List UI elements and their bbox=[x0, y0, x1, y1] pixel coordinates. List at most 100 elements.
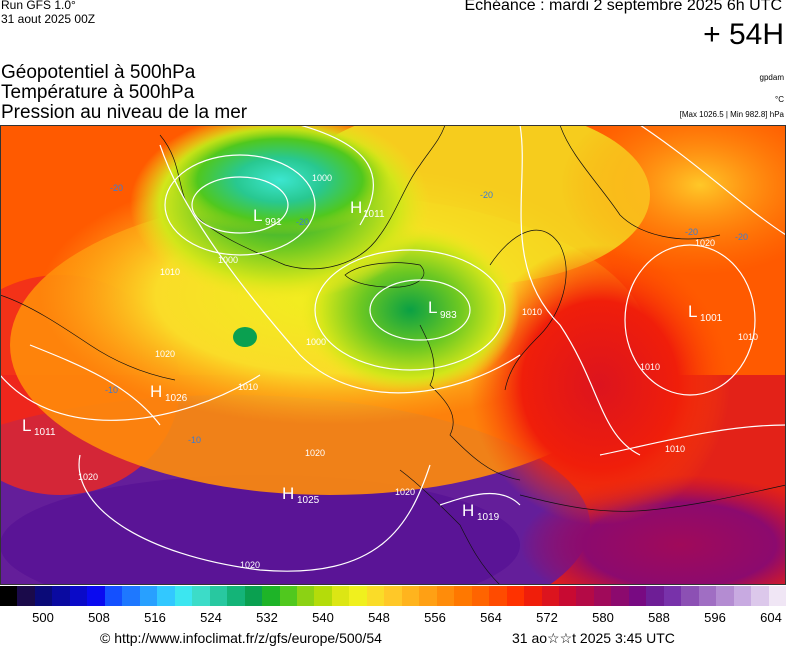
temp-label: -20 bbox=[480, 190, 493, 200]
low-center-value: 1001 bbox=[700, 313, 723, 324]
scale-swatch bbox=[122, 586, 140, 606]
unit-temp: °C bbox=[775, 95, 784, 104]
scale-label: 580 bbox=[592, 610, 614, 625]
scale-swatch bbox=[174, 586, 193, 606]
lead-time: + 54H bbox=[703, 18, 784, 51]
high-center-value: 1019 bbox=[477, 512, 500, 523]
scale-swatch bbox=[366, 586, 385, 606]
scale-swatch bbox=[87, 586, 105, 606]
scale-swatch bbox=[0, 586, 18, 606]
low-center-value: 983 bbox=[440, 310, 457, 321]
low-center-letter: L bbox=[22, 416, 31, 435]
scale-label: 572 bbox=[536, 610, 558, 625]
field-teal-greenland bbox=[170, 125, 390, 235]
scale-swatch bbox=[436, 586, 455, 606]
scale-swatch bbox=[401, 586, 420, 606]
scale-label: 548 bbox=[368, 610, 390, 625]
scale-swatch bbox=[384, 586, 402, 606]
generated-date: 31 ao☆☆t 2025 3:45 UTC bbox=[512, 630, 675, 646]
scale-swatch bbox=[663, 586, 682, 606]
unit-geopot: gpdam bbox=[759, 73, 784, 82]
high-center-letter: H bbox=[350, 198, 362, 217]
unit-pressure: [Max 1026.5 | Min 982.8] hPa bbox=[679, 110, 784, 119]
field-green-blob bbox=[233, 327, 257, 347]
scale-swatch bbox=[524, 586, 542, 606]
forecast-map: 1000 1000 1010 1010 1020 1020 1020 1020 … bbox=[0, 125, 786, 585]
low-center-letter: L bbox=[253, 206, 262, 225]
scale-label: 596 bbox=[704, 610, 726, 625]
low-center-letter: L bbox=[428, 298, 437, 317]
scale-swatch bbox=[227, 586, 245, 606]
run-label: Run GFS 1.0° bbox=[1, 0, 76, 12]
high-center-value: 1026 bbox=[165, 393, 188, 404]
scale-swatch bbox=[576, 586, 594, 606]
temp-label: -20 bbox=[735, 232, 748, 242]
scale-swatch bbox=[192, 586, 210, 606]
scale-label: 508 bbox=[88, 610, 110, 625]
isobar-label: 1010 bbox=[640, 362, 660, 372]
low-center-letter: L bbox=[688, 302, 697, 321]
scale-swatch bbox=[716, 586, 734, 606]
echeance-label: Echéance : mardi 2 septembre 2025 6h UTC bbox=[464, 0, 783, 14]
scale-label: 604 bbox=[760, 610, 782, 625]
title-temperature: Température à 500hPa bbox=[1, 82, 195, 103]
field-red-east bbox=[470, 245, 730, 525]
scale-label: 540 bbox=[312, 610, 334, 625]
scale-swatch bbox=[698, 586, 717, 606]
temp-label: -10 bbox=[188, 435, 201, 445]
scale-label: 564 bbox=[480, 610, 502, 625]
scale-swatch bbox=[349, 586, 367, 606]
scale-swatch bbox=[733, 586, 752, 606]
isobar-label: 1020 bbox=[240, 560, 260, 570]
scale-label: 556 bbox=[424, 610, 446, 625]
title-geopotential: Géopotentiel à 500hPa bbox=[1, 62, 196, 83]
isobar-label: 1020 bbox=[305, 448, 325, 458]
scale-swatch bbox=[681, 586, 699, 606]
scale-label: 516 bbox=[144, 610, 166, 625]
isobar-label: 1010 bbox=[238, 382, 258, 392]
scale-swatch bbox=[559, 586, 577, 606]
scale-swatch bbox=[244, 586, 263, 606]
high-center-letter: H bbox=[150, 382, 162, 401]
scale-swatch bbox=[139, 586, 158, 606]
scale-label: 524 bbox=[200, 610, 222, 625]
temp-label: -10 bbox=[105, 385, 118, 395]
high-center-letter: H bbox=[462, 501, 474, 520]
scale-swatch bbox=[751, 586, 769, 606]
temp-label: -20 bbox=[685, 227, 698, 237]
isobar-label: 1010 bbox=[160, 267, 180, 277]
scale-swatch bbox=[17, 586, 35, 606]
color-scale-bar bbox=[0, 586, 786, 606]
pressure-centers: L 991 H 1011 L 983 L 1001 H 1026 L 1011 … bbox=[22, 198, 723, 523]
isobar-label: 1020 bbox=[78, 472, 98, 482]
scale-label: 500 bbox=[32, 610, 54, 625]
scale-swatch bbox=[506, 586, 525, 606]
temp-label: -20 bbox=[296, 217, 309, 227]
isobar-label: 1020 bbox=[695, 238, 715, 248]
low-center-value: 1011 bbox=[34, 427, 56, 438]
scale-swatch bbox=[331, 586, 350, 606]
field-purple-southwest-core bbox=[0, 475, 520, 585]
scale-swatch bbox=[69, 586, 88, 606]
scale-swatch bbox=[262, 586, 280, 606]
scale-swatch bbox=[34, 586, 53, 606]
high-center-value: 1011 bbox=[363, 209, 385, 220]
scale-swatch bbox=[296, 586, 315, 606]
temp-label: -20 bbox=[110, 183, 123, 193]
isobar-label: 1020 bbox=[155, 349, 175, 359]
isobar-label: 1010 bbox=[665, 444, 685, 454]
scale-swatch bbox=[768, 586, 786, 606]
scale-swatch bbox=[209, 586, 228, 606]
run-date: 31 aout 2025 00Z bbox=[1, 12, 96, 26]
field-orange-northeast bbox=[560, 125, 786, 275]
source-url: © http://www.infoclimat.fr/z/gfs/europe/… bbox=[100, 630, 382, 646]
scale-swatch bbox=[646, 586, 664, 606]
isobar-label: 1010 bbox=[738, 332, 758, 342]
scale-swatch bbox=[314, 586, 332, 606]
scale-label: 532 bbox=[256, 610, 278, 625]
isobar-label: 1010 bbox=[522, 307, 542, 317]
scale-swatch bbox=[419, 586, 437, 606]
low-center-value: 991 bbox=[265, 217, 282, 228]
isobar-label: 1000 bbox=[306, 337, 326, 347]
scale-swatch bbox=[489, 586, 507, 606]
